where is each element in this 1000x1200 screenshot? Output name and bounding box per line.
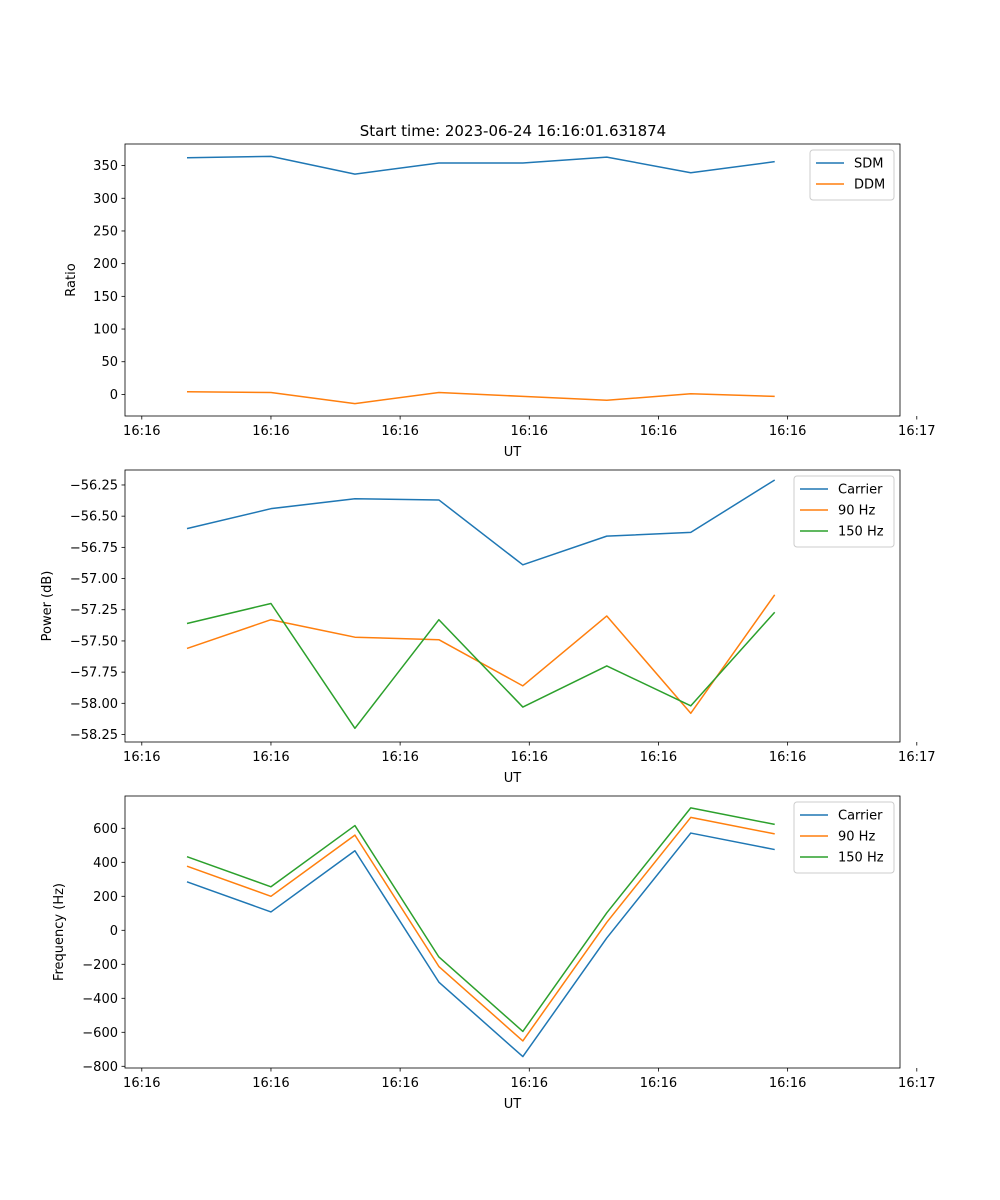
legend-box [793, 475, 895, 548]
series-line-carrier [186, 479, 776, 566]
legend-label: 90 Hz [838, 830, 875, 845]
series-line-150-hz [186, 602, 776, 730]
y-tick-label: −57.50 [70, 634, 118, 649]
x-tick-label: 16:16 [252, 424, 289, 439]
y-axis-label: Frequency (Hz) [52, 883, 67, 981]
series-line-sdm [186, 155, 775, 175]
y-tick-label: 0 [110, 388, 118, 403]
y-axis-label: Power (dB) [40, 571, 55, 642]
y-tick-label: 200 [93, 890, 118, 905]
x-tick-label: 16:16 [769, 424, 806, 439]
series-line-90-hz [186, 816, 775, 1042]
y-tick-label: 200 [93, 257, 118, 272]
ratio-panel: 16:16 16:16 16:16 16:16 16:16 16:16 16:17 0 50 10… [64, 143, 936, 460]
x-tick-label: 16:16 [381, 1076, 418, 1091]
x-tick-label: 16:16 [511, 1076, 548, 1091]
axes-frame [124, 469, 901, 743]
y-tick-label: −56.25 [70, 478, 118, 493]
x-axis-label: UT [504, 445, 522, 460]
y-tick-label: 400 [93, 856, 118, 871]
y-tick-label: −57.00 [70, 572, 118, 587]
y-tick-label: 250 [93, 224, 118, 239]
legend-label: SDM [854, 157, 883, 172]
legend-label: 150 Hz [838, 851, 884, 866]
x-tick-label: 16:16 [769, 1076, 806, 1091]
x-tick-label: 16:16 [511, 750, 548, 765]
series-line-carrier [186, 832, 775, 1058]
axes-frame [124, 143, 901, 417]
x-tick-label: 16:16 [511, 424, 548, 439]
x-axis-label: UT [504, 1097, 522, 1112]
series-line-ddm [186, 391, 775, 405]
frequency-panel: 16:16 16:16 16:16 16:16 16:16 16:16 16:17 −800 −… [52, 795, 936, 1112]
y-tick-label: −200 [82, 958, 118, 973]
legend-label: 90 Hz [838, 504, 875, 519]
y-tick-label: −57.75 [70, 666, 118, 681]
y-tick-label: 600 [93, 822, 118, 837]
y-tick-label: 150 [93, 290, 118, 305]
legend-label: DDM [854, 178, 885, 193]
x-tick-label: 16:16 [123, 1076, 160, 1091]
y-tick-label: −58.25 [70, 728, 118, 743]
x-tick-label: 16:16 [252, 750, 289, 765]
x-tick-label: 16:16 [640, 750, 677, 765]
y-tick-label: −400 [82, 992, 118, 1007]
x-tick-label: 16:16 [640, 424, 677, 439]
x-axis-label: UT [504, 771, 522, 786]
y-tick-label: 300 [93, 192, 118, 207]
y-tick-label: −56.50 [70, 510, 118, 525]
legend-box [793, 801, 895, 874]
x-tick-label: 16:16 [252, 1076, 289, 1091]
y-tick-label: 50 [101, 355, 118, 370]
x-tick-label: 16:16 [381, 750, 418, 765]
y-tick-label: −58.00 [70, 697, 118, 712]
y-tick-label: −56.75 [70, 541, 118, 556]
figure-title: Start time: 2023-06-24 16:16:01.631874 [360, 122, 666, 140]
x-tick-label: 16:17 [898, 750, 935, 765]
x-tick-label: 16:16 [123, 750, 160, 765]
y-tick-label: 0 [110, 924, 118, 939]
axes-frame [124, 795, 901, 1069]
x-tick-label: 16:17 [898, 424, 935, 439]
y-tick-label: −57.25 [70, 603, 118, 618]
series-line-90-hz [186, 594, 776, 715]
legend-label: Carrier [838, 809, 883, 824]
x-tick-label: 16:16 [123, 424, 160, 439]
x-tick-label: 16:16 [769, 750, 806, 765]
y-tick-label: −800 [82, 1060, 118, 1075]
x-tick-label: 16:17 [898, 1076, 935, 1091]
y-axis-label: Ratio [64, 263, 79, 296]
power-panel: 16:16 16:16 16:16 16:16 16:16 16:16 16:17 −58.2… [40, 469, 936, 786]
y-tick-label: 100 [93, 323, 118, 338]
legend-label: 150 Hz [838, 525, 884, 540]
legend-label: Carrier [838, 483, 883, 498]
x-tick-label: 16:16 [381, 424, 418, 439]
y-tick-label: −600 [82, 1026, 118, 1041]
y-tick-label: 350 [93, 159, 118, 174]
x-tick-label: 16:16 [640, 1076, 677, 1091]
series-line-150-hz [186, 807, 775, 1033]
